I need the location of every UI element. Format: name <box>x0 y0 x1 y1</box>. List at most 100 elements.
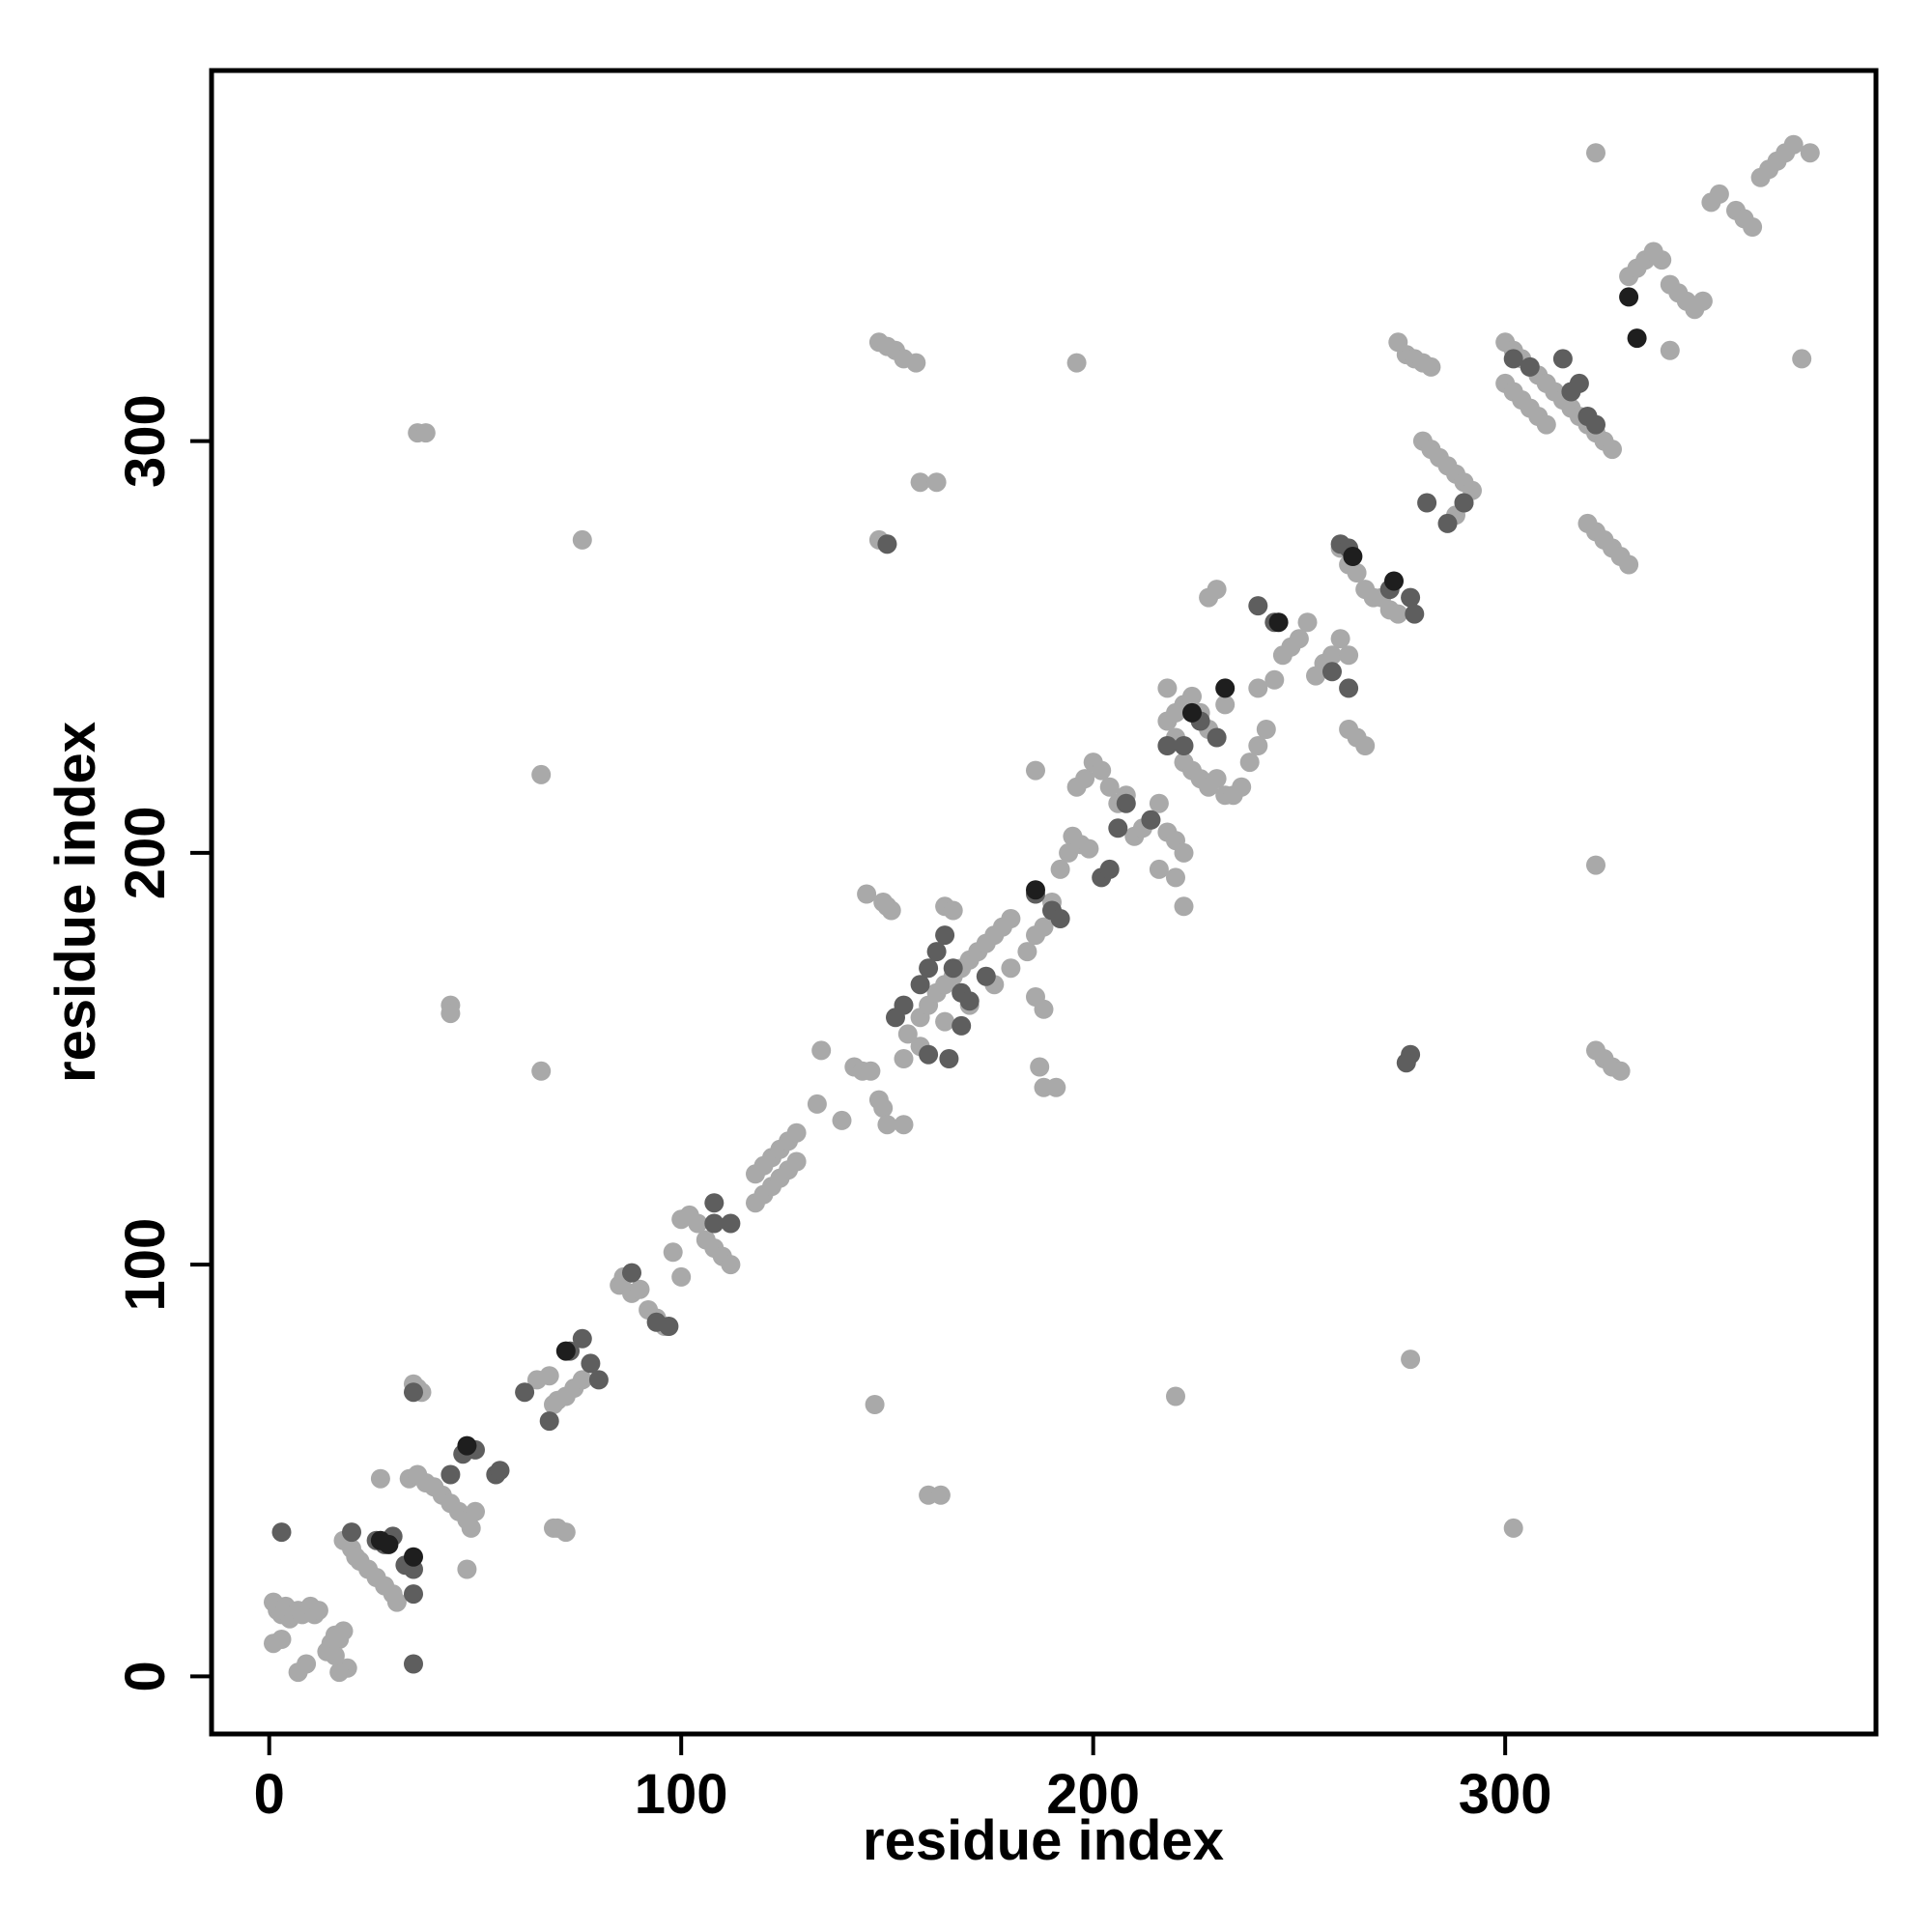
data-point <box>1166 867 1185 888</box>
data-point <box>1116 793 1136 813</box>
data-point <box>1330 629 1350 649</box>
data-point <box>1289 629 1309 649</box>
data-point <box>440 1004 461 1024</box>
data-point <box>333 1621 354 1641</box>
data-point <box>1586 855 1605 875</box>
data-point <box>1792 349 1812 369</box>
data-point <box>704 1213 724 1234</box>
data-point <box>1586 414 1605 435</box>
data-point <box>1050 909 1070 928</box>
data-point <box>1099 859 1120 879</box>
data-point <box>943 900 963 921</box>
data-point <box>1264 669 1285 690</box>
y-tick-label: 100 <box>114 1218 177 1312</box>
data-point <box>379 1534 399 1554</box>
x-axis-label: residue index <box>863 1809 1224 1872</box>
data-point <box>515 1382 535 1403</box>
data-point <box>555 1522 576 1543</box>
x-axis: 0 100 200 300 <box>254 1734 1552 1826</box>
data-point <box>539 1366 559 1386</box>
data-point <box>919 958 939 979</box>
data-point <box>271 1630 292 1649</box>
data-point <box>572 1328 592 1349</box>
data-point <box>555 1341 576 1361</box>
data-point <box>939 1049 959 1068</box>
data-point <box>466 1501 485 1521</box>
data-point <box>457 1559 477 1579</box>
data-point <box>1026 880 1045 900</box>
data-point <box>325 1646 345 1665</box>
data-point <box>1030 1057 1050 1077</box>
data-point <box>1322 645 1342 666</box>
data-point <box>1182 686 1202 706</box>
data-point <box>1079 838 1099 859</box>
data-point <box>1248 736 1268 755</box>
data-point <box>297 1654 317 1674</box>
data-point <box>721 1255 741 1275</box>
data-point <box>926 942 947 962</box>
data-point <box>910 472 930 493</box>
data-point <box>1108 818 1128 838</box>
x-tick-label: 100 <box>635 1763 728 1826</box>
data-point <box>832 1110 852 1130</box>
y-tick-label: 200 <box>114 806 177 899</box>
data-point <box>1503 349 1523 369</box>
data-point <box>1050 859 1070 879</box>
data-point <box>1248 596 1268 616</box>
data-point <box>1157 736 1178 755</box>
data-point <box>976 966 996 986</box>
data-point <box>386 1592 407 1612</box>
data-point <box>1182 702 1202 723</box>
data-point <box>1536 414 1556 435</box>
data-point <box>1268 612 1289 633</box>
data-point <box>786 1122 807 1143</box>
data-point <box>404 1584 423 1605</box>
data-point <box>1034 917 1054 937</box>
data-point <box>663 1242 683 1263</box>
data-point <box>531 1061 552 1081</box>
data-point <box>1207 727 1227 748</box>
data-point <box>1384 571 1404 591</box>
data-point <box>1207 769 1227 789</box>
data-point <box>1692 291 1713 311</box>
data-point <box>811 1040 832 1061</box>
data-point <box>786 1151 807 1172</box>
data-point <box>930 1485 951 1505</box>
data-point <box>857 884 877 904</box>
data-point <box>1166 1386 1185 1406</box>
points-layer <box>264 134 1820 1683</box>
data-point <box>1339 645 1359 666</box>
data-point <box>1297 612 1318 633</box>
y-axis: 0 100 200 300 <box>114 394 212 1691</box>
data-point <box>704 1193 724 1213</box>
data-point <box>370 1468 390 1489</box>
data-point <box>1215 695 1236 715</box>
data-point <box>1248 678 1268 698</box>
y-tick-label: 300 <box>114 394 177 488</box>
data-point <box>1066 353 1087 373</box>
data-point <box>894 1049 914 1068</box>
data-point <box>721 1213 741 1234</box>
data-point <box>1603 440 1622 460</box>
data-point <box>1001 909 1021 928</box>
data-point <box>1388 604 1408 624</box>
data-point <box>1239 753 1260 773</box>
data-point <box>308 1601 328 1621</box>
data-point <box>1215 678 1236 698</box>
data-point <box>342 1522 361 1543</box>
data-point <box>1347 563 1367 582</box>
data-point <box>404 1654 423 1674</box>
data-point <box>1454 493 1474 513</box>
data-point <box>1421 356 1441 377</box>
data-point <box>1149 859 1169 879</box>
data-point <box>943 958 963 979</box>
data-point <box>1405 604 1425 624</box>
data-point <box>1149 793 1169 813</box>
data-point <box>1800 143 1820 163</box>
data-point <box>1034 999 1054 1019</box>
data-point <box>622 1263 641 1283</box>
data-point <box>1099 777 1120 797</box>
data-point <box>807 1094 827 1114</box>
data-point <box>461 1518 481 1538</box>
